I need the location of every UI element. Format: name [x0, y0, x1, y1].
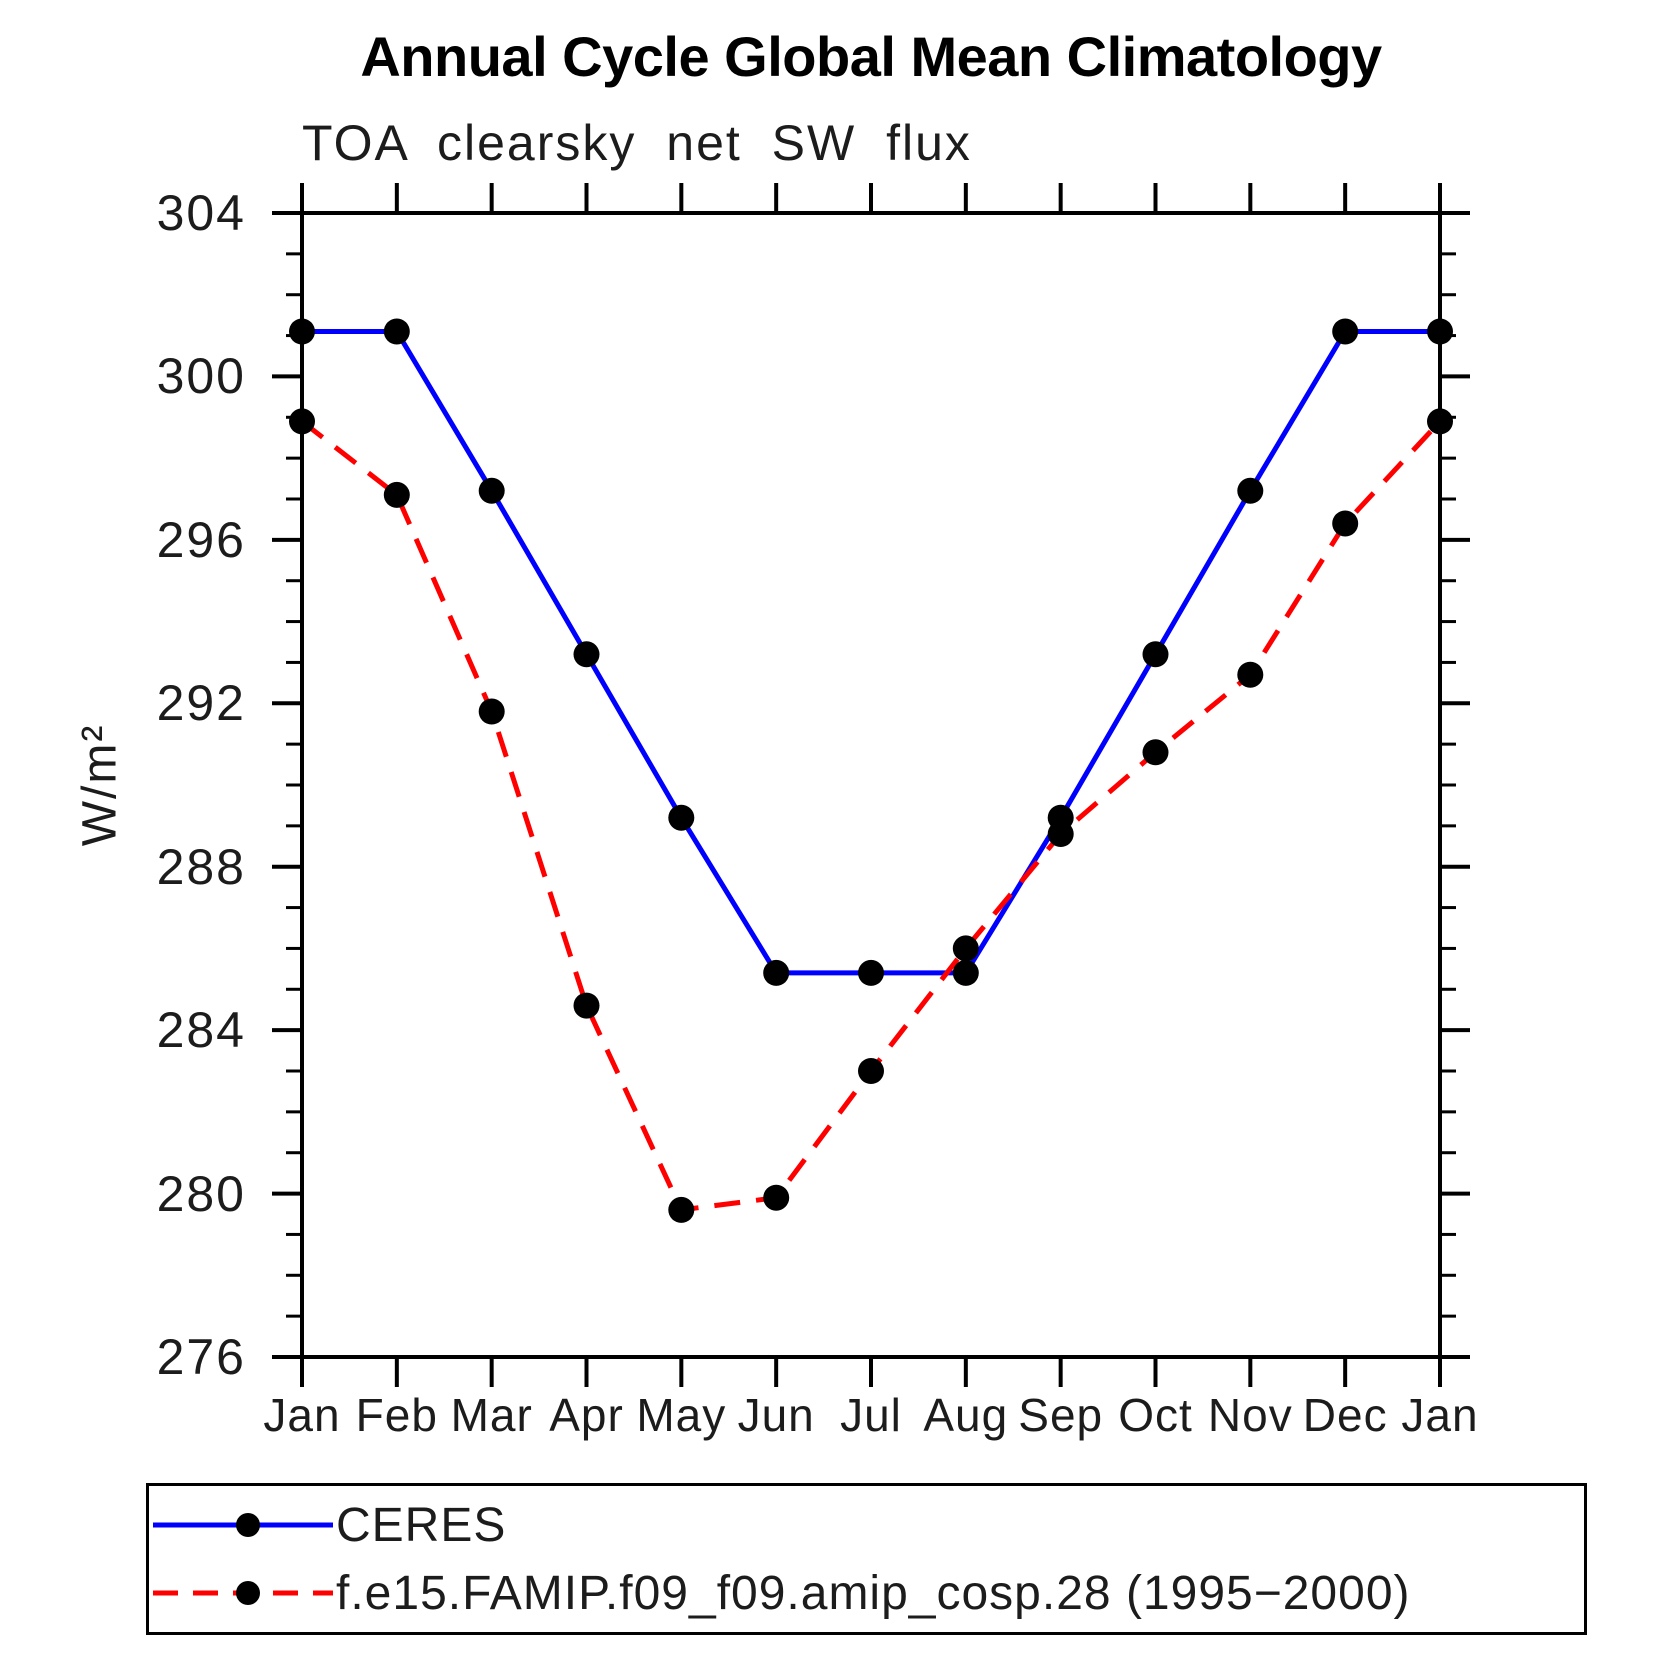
series-0-data-point	[383, 318, 410, 345]
y-tick-label: 280	[156, 1165, 246, 1222]
series-0-data-point	[289, 318, 315, 345]
legend-sample-model	[153, 1581, 333, 1605]
series-0-data-point	[1427, 318, 1453, 345]
legend-item-ceres: CERES	[153, 1498, 507, 1552]
x-tick-label: Nov	[1207, 1389, 1293, 1441]
x-tick-label: Dec	[1302, 1389, 1388, 1441]
series-1-data-point	[1332, 510, 1359, 537]
legend-box: CERES f.e15.FAMIP.f09_f09.amip_cosp.28 (…	[146, 1483, 1587, 1635]
x-tick-label: Aug	[923, 1389, 1009, 1441]
series-0-data-point	[478, 477, 505, 504]
x-tick-label: Apr	[549, 1389, 624, 1441]
legend-marker-sample	[236, 1513, 260, 1537]
x-tick-label: Sep	[1018, 1389, 1104, 1441]
legend-item-model: f.e15.FAMIP.f09_f09.amip_cosp.28 (1995−2…	[153, 1566, 1411, 1620]
series-1-data-point	[952, 935, 979, 962]
y-tick-label: 300	[156, 348, 246, 405]
series-1-data-point	[763, 1184, 790, 1211]
series-1-data-point	[383, 481, 410, 508]
chart-subtitle: TOA clearsky net SW flux	[302, 115, 972, 171]
y-tick-label: 288	[156, 838, 246, 895]
series-0-data-point	[952, 959, 979, 986]
series-1-data-point	[858, 1058, 884, 1084]
series-1-data-point	[1237, 661, 1264, 688]
series-0-data-point	[858, 959, 884, 986]
x-tick-label: May	[636, 1389, 727, 1441]
x-tick-label: Jul	[840, 1389, 902, 1441]
series-1-data-point	[478, 698, 505, 725]
series-0-data-point	[1142, 641, 1169, 668]
series-1-data-point	[1427, 408, 1453, 435]
y-tick-label: 284	[156, 1002, 246, 1059]
y-tick-label: 276	[156, 1329, 246, 1385]
series-1-data-point	[668, 1196, 695, 1223]
x-tick-label: Jan	[263, 1389, 341, 1441]
legend-sample-ceres	[153, 1513, 333, 1537]
series-line-1	[300, 419, 1442, 1213]
y-tick-label: 296	[156, 511, 246, 568]
series-0-data-point	[1332, 318, 1359, 345]
plot-box	[300, 211, 1442, 1359]
series-0-data-point	[763, 959, 790, 986]
x-tick-label: Feb	[355, 1389, 438, 1441]
series-0-data-point	[1237, 477, 1264, 504]
series-0-data-point	[573, 641, 600, 668]
chart-title: Annual Cycle Global Mean Climatology	[360, 25, 1382, 88]
series-1-data-point	[1047, 821, 1074, 847]
legend-label-ceres: CERES	[336, 1498, 507, 1552]
series-1-data-point	[1142, 739, 1169, 766]
y-axis-title: W/m²	[73, 723, 127, 847]
x-tick-label: Oct	[1118, 1389, 1193, 1441]
x-tick-label: Mar	[450, 1389, 533, 1441]
series-1-data-point	[289, 408, 315, 435]
x-tick-label: Jun	[737, 1389, 815, 1441]
x-tick-label: Jan	[1401, 1389, 1479, 1441]
legend-label-model: f.e15.FAMIP.f09_f09.amip_cosp.28 (1995−2…	[336, 1566, 1411, 1620]
y-tick-label: 292	[156, 675, 246, 732]
series-0-data-point	[668, 804, 695, 831]
series-line-0	[302, 329, 1440, 976]
legend-marker-sample	[236, 1581, 260, 1605]
y-tick-label: 304	[156, 185, 246, 241]
series-1-data-point	[573, 992, 600, 1019]
